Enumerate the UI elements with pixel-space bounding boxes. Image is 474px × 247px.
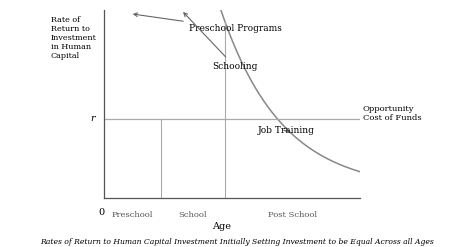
Text: School: School <box>178 211 207 219</box>
Text: Preschool: Preschool <box>112 211 153 219</box>
Text: Rates of Return to Human Capital Investment Initially Setting Investment to be E: Rates of Return to Human Capital Investm… <box>40 238 434 246</box>
Text: Preschool Programs: Preschool Programs <box>134 13 282 33</box>
Text: Rate of
Return to
Investment
in Human
Capital: Rate of Return to Investment in Human Ca… <box>51 16 96 60</box>
Text: Opportunity
Cost of Funds: Opportunity Cost of Funds <box>363 104 421 122</box>
Text: 0: 0 <box>98 208 104 217</box>
Text: Job Training: Job Training <box>258 125 315 135</box>
Text: Schooling: Schooling <box>184 13 257 71</box>
Text: Age: Age <box>212 222 231 231</box>
Text: r: r <box>91 114 95 123</box>
Text: Post School: Post School <box>268 211 317 219</box>
